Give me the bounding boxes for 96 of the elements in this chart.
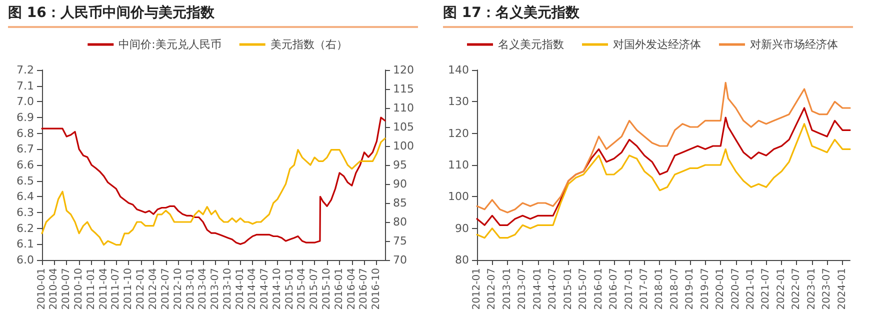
y-tick-label: 7.0 — [16, 95, 34, 108]
line-series — [476, 107, 851, 226]
y-tick-label: 7.2 — [16, 64, 34, 76]
x-tick-label: 2012-10 — [172, 268, 184, 310]
x-tick-label: 2013-01 — [502, 268, 514, 310]
x-tick-label: 2016-07 — [608, 268, 620, 310]
x-tick-label: 2011-04 — [98, 268, 110, 310]
y-tick-label: 100 — [448, 190, 469, 204]
x-tick-label: 2012-01 — [136, 268, 147, 310]
x-tick-label: 2013-04 — [198, 268, 209, 310]
x-tick-label: 2010-10 — [74, 268, 85, 310]
x-tick-label: 2013-01 — [185, 268, 196, 310]
x-tick-label: 2013-07 — [517, 268, 528, 310]
x-tick-label: 2016-01 — [593, 268, 604, 310]
x-tick-label: 2015-04 — [296, 268, 308, 310]
y-tick-label: 6.2 — [16, 222, 34, 235]
y2-tick-label: 70 — [393, 254, 407, 266]
x-tick-label: 2016-04 — [346, 268, 358, 310]
y-tick-label: 7.1 — [16, 79, 34, 92]
legend-label: 对新兴市场经济体 — [750, 38, 838, 51]
y-tick-label: 6.5 — [16, 174, 34, 188]
y-tick-label: 6.9 — [16, 111, 34, 124]
x-tick-label: 2014-07 — [548, 268, 559, 310]
x-tick-label: 2011-10 — [123, 268, 134, 310]
y-tick-label: 110 — [448, 158, 469, 172]
x-tick-label: 2021-01 — [746, 268, 757, 310]
x-tick-label: 2015-07 — [578, 268, 589, 310]
y-tick-label: 140 — [448, 64, 469, 76]
line-series — [476, 123, 851, 239]
y-tick-label: 6.7 — [16, 142, 34, 156]
y-tick-label: 80 — [455, 254, 469, 266]
y-tick-label: 90 — [455, 222, 469, 235]
y-tick-label: 120 — [448, 126, 469, 140]
x-tick-label: 2010-01 — [36, 268, 48, 310]
y2-tick-label: 75 — [393, 234, 407, 248]
x-tick-label: 2023-07 — [822, 268, 833, 310]
x-tick-label: 2019-01 — [684, 268, 696, 310]
x-tick-label: 2012-07 — [486, 268, 498, 310]
x-tick-label: 2014-07 — [259, 268, 270, 310]
x-tick-label: 2013-07 — [210, 268, 221, 310]
x-tick-label: 2014-01 — [532, 268, 544, 310]
x-tick-label: 2010-04 — [48, 268, 60, 310]
y-tick-label: 6.4 — [16, 190, 34, 204]
y2-tick-label: 100 — [393, 140, 414, 152]
x-tick-label: 2011-07 — [110, 268, 122, 310]
x-tick-label: 2014-10 — [272, 268, 283, 310]
legend-label: 美元指数（右） — [270, 38, 348, 51]
x-tick-label: 2012-04 — [148, 268, 159, 310]
y-tick-label: 6.6 — [16, 158, 34, 172]
y2-tick-label: 120 — [393, 64, 414, 76]
line-series — [41, 138, 386, 246]
y2-tick-label: 110 — [393, 102, 414, 114]
y2-tick-label: 85 — [393, 196, 407, 210]
chart-title: 图 17：名义美元指数 — [443, 4, 853, 28]
x-tick-label: 2022-01 — [776, 268, 788, 310]
y2-tick-label: 105 — [393, 120, 414, 134]
y-tick-label: 6.8 — [16, 126, 34, 140]
y-tick-label: 6.3 — [16, 206, 34, 219]
x-tick-label: 2010-07 — [61, 268, 72, 310]
x-tick-label: 2016-07 — [358, 268, 370, 310]
x-tick-label: 2021-07 — [760, 268, 772, 310]
x-tick-label: 2018-01 — [654, 268, 666, 310]
x-tick-label: 2015-10 — [322, 268, 333, 310]
y2-tick-label: 90 — [393, 178, 407, 190]
y2-tick-label: 115 — [393, 82, 414, 96]
y-tick-label: 6.0 — [16, 254, 34, 266]
legend-label: 名义美元指数 — [498, 38, 564, 51]
line-series — [41, 116, 386, 245]
x-tick-label: 2011-01 — [86, 268, 98, 310]
x-tick-label: 2016-10 — [371, 268, 382, 310]
x-tick-label: 2017-07 — [638, 268, 650, 310]
x-tick-label: 2017-01 — [624, 268, 635, 310]
x-tick-label: 2015-01 — [562, 268, 574, 310]
x-tick-label: 2015-07 — [309, 268, 320, 310]
y2-tick-label: 80 — [393, 216, 407, 228]
line-series — [476, 82, 851, 214]
x-tick-label: 2014-04 — [247, 268, 258, 310]
y-tick-label: 130 — [448, 95, 469, 108]
legend-label: 中间价:美元兑人民币 — [118, 38, 222, 51]
x-tick-label: 2013-10 — [222, 268, 234, 310]
y2-tick-label: 95 — [393, 158, 407, 172]
x-tick-label: 2014-01 — [234, 268, 246, 310]
x-tick-label: 2023-01 — [806, 268, 818, 310]
x-tick-label: 2012-01 — [472, 268, 482, 310]
x-tick-label: 2022-07 — [791, 268, 802, 310]
x-tick-label: 2018-07 — [669, 268, 680, 310]
x-tick-label: 2015-01 — [284, 268, 296, 310]
x-tick-label: 2019-07 — [700, 268, 711, 310]
chart-title: 图 16：人民币中间价与美元指数 — [8, 4, 418, 28]
x-tick-label: 2024-01 — [836, 268, 848, 310]
x-tick-label: 2012-07 — [160, 268, 172, 310]
x-tick-label: 2020-07 — [730, 268, 742, 310]
y-tick-label: 6.1 — [16, 238, 34, 251]
x-tick-label: 2020-01 — [715, 268, 726, 310]
legend-label: 对国外发达经济体 — [613, 38, 701, 51]
x-tick-label: 2016-01 — [334, 268, 346, 310]
